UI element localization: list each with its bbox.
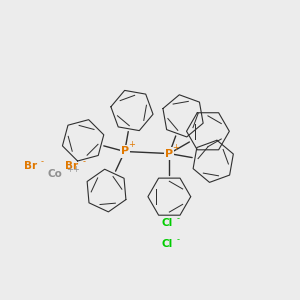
Text: Br: Br [65, 161, 78, 171]
Text: -: - [177, 214, 180, 223]
Text: P: P [165, 148, 173, 159]
Text: Cl: Cl [162, 238, 173, 249]
Text: P: P [121, 146, 129, 157]
Text: +: + [128, 140, 135, 149]
Text: +: + [172, 142, 179, 152]
Text: -: - [41, 158, 44, 166]
Text: Co: Co [47, 169, 62, 179]
Text: -: - [82, 158, 85, 166]
Text: ++: ++ [66, 165, 80, 174]
Text: Cl: Cl [162, 218, 173, 228]
Text: -: - [177, 235, 180, 244]
Text: Br: Br [24, 161, 37, 171]
